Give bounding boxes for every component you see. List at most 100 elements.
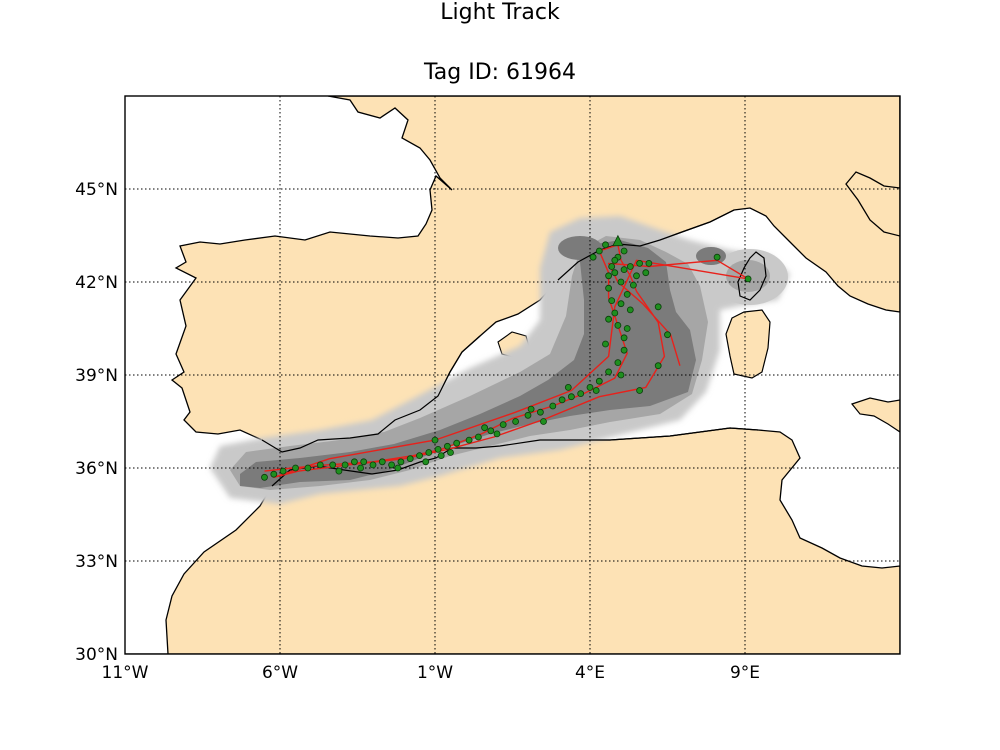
y-tick-label: 42°N [75,273,118,293]
track-point [620,247,628,255]
land-sicily [850,397,900,433]
track-point [406,455,414,463]
track-point [397,458,405,466]
track-point [577,390,585,398]
track-point [279,467,287,475]
chart-title: Light Track [440,0,560,25]
track-point [623,325,631,332]
track-point [378,458,386,466]
track-point [620,266,628,274]
y-tick-label: 33°N [75,552,118,572]
track-point [537,408,544,416]
track-point [595,377,603,385]
land-france [170,96,900,453]
track-point [447,449,454,456]
track-point [605,284,612,292]
x-tick-label: 9°E [730,663,760,683]
track-point [595,247,603,255]
x-tick-label: 6°W [262,663,298,683]
track-point [443,442,451,450]
y-tick-label: 30°N [75,645,118,665]
track-point [474,433,482,441]
y-tick-label: 39°N [75,366,118,386]
track-point [611,309,619,317]
track-point [512,418,519,425]
kernel-blob-gulf [558,236,602,260]
track-point [453,439,461,447]
track-point [261,473,268,481]
points-layer [261,234,752,481]
track-point [602,340,609,348]
track-point [654,303,662,311]
track-point [357,464,365,472]
track-point [630,281,637,289]
track-point [499,421,507,429]
track-point [605,272,612,280]
track-point [341,461,349,469]
track-point [620,334,628,342]
track-point [614,321,622,329]
track-layer [264,244,749,478]
track-point [329,461,337,469]
x-tick-label: 11°W [102,663,149,683]
chart-subtitle: Tag ID: 61964 [423,60,577,85]
track-point [626,306,634,314]
track-point [493,430,501,438]
x-tick-label: 4°E [575,663,605,683]
track-point [316,461,324,469]
track-point [589,253,597,261]
track-point [431,436,439,444]
track-point [611,256,619,264]
track-point [626,263,634,270]
coast-iberia-south [261,335,481,453]
track-point [425,449,433,456]
end-marker [612,234,624,247]
track-point [568,393,575,401]
track-point [611,269,619,277]
track-point [335,467,343,475]
track-point [549,402,557,410]
coast-corsica [737,251,767,301]
y-tick-labels: 45°N 42°N 39°N 36°N 33°N 30°N [75,180,118,665]
track-point [713,253,721,261]
track-point [645,259,653,267]
track-point [617,278,625,286]
track-point [614,359,622,367]
track-point [592,387,600,394]
x-tick-labels: 11°W 6°W 1°W 4°E 9°E [102,663,761,683]
track-point [664,331,671,339]
track-point [586,383,594,391]
track-point [636,259,643,267]
track-point [617,300,625,308]
coast-gulf-lion [557,209,735,281]
track-point [636,387,643,394]
track-point [304,464,312,472]
track-point [369,461,377,469]
track-point [642,269,650,277]
track-point [527,405,535,413]
track-point [360,458,368,466]
track-point [422,458,430,466]
track-point [558,396,566,404]
x-tick-label: 1°W [417,663,453,683]
track-point [617,371,625,379]
coast-africa-north [271,427,759,487]
track-point [654,362,662,370]
y-tick-label: 45°N [75,180,118,200]
track-point [605,315,612,323]
track-point [481,424,489,432]
track-point [437,452,445,460]
land-sardinia [725,309,771,379]
track-point [620,346,628,354]
track-point [623,290,631,298]
track-point [564,383,572,391]
track-point [270,470,278,478]
track-point [416,452,423,460]
track-point [292,464,299,472]
track-point [394,464,402,472]
track-point [540,418,547,425]
track-point [465,436,473,444]
track-line [264,244,749,478]
track-point [487,427,495,435]
